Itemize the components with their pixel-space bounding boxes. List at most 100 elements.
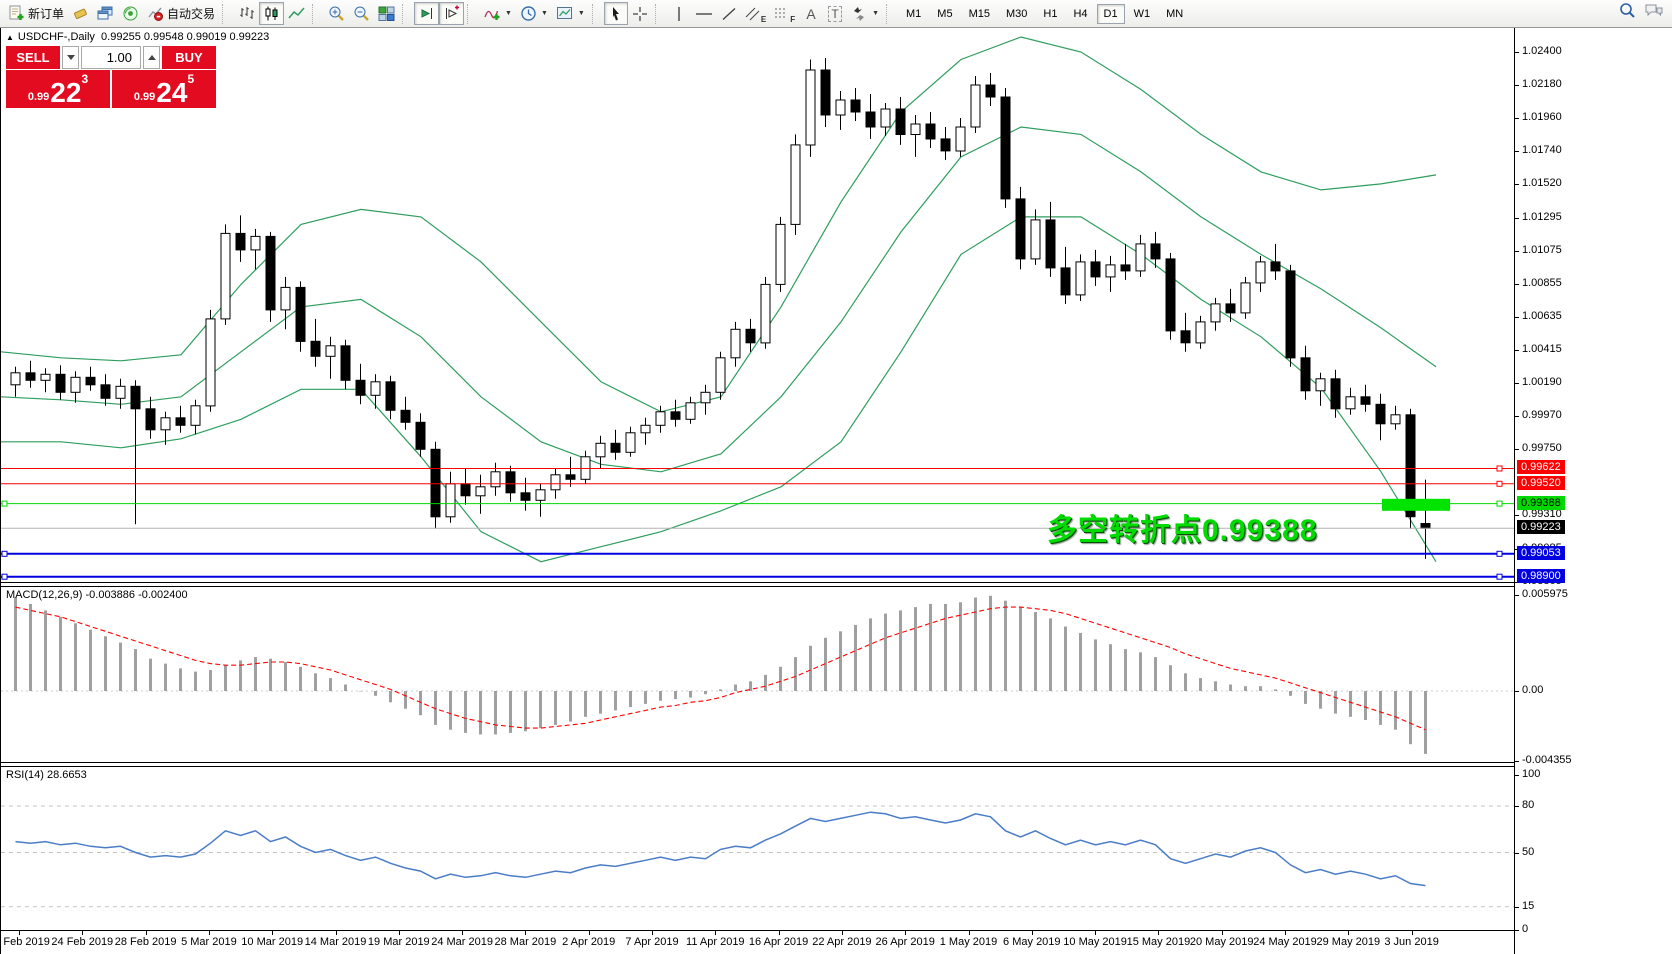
axis-tick-label: 100: [1522, 768, 1541, 780]
axis-tick: [1515, 775, 1519, 776]
sell-price-button[interactable]: 0.99 22 3: [6, 70, 110, 108]
bar-chart-button[interactable]: [234, 2, 259, 25]
sell-button[interactable]: SELL: [6, 46, 60, 69]
crosshair-icon: [632, 6, 647, 21]
pane-separator[interactable]: [1, 582, 1672, 587]
windows-button[interactable]: [93, 2, 118, 25]
trendline-tool-button[interactable]: [717, 2, 741, 25]
date-tick: [272, 931, 274, 935]
line-handle[interactable]: [1, 573, 8, 580]
price-tag: 0.99223: [1517, 520, 1565, 535]
date-label: 1 May 2019: [939, 936, 998, 948]
new-order-button[interactable]: 新订单: [4, 2, 68, 25]
date-tick: [1031, 931, 1033, 935]
date-tick: [968, 931, 970, 935]
line-handle[interactable]: [1496, 550, 1503, 557]
timeframe-w1-button[interactable]: W1: [1127, 4, 1158, 24]
pivot-highlight-bar[interactable]: [1382, 498, 1450, 511]
collapse-arrow-icon[interactable]: ▲: [6, 33, 14, 42]
chart-shift-icon: [446, 5, 460, 19]
templates-button[interactable]: ▼: [552, 2, 589, 25]
timeframe-m15-button[interactable]: M15: [962, 4, 997, 24]
clock-icon: [521, 6, 536, 21]
arrows-tool-button[interactable]: ▼: [847, 2, 883, 25]
timeframe-m1-button[interactable]: M1: [899, 4, 928, 24]
line-handle[interactable]: [1, 500, 8, 507]
price-tag: 0.99622: [1517, 460, 1565, 475]
date-label: 29 May 2019: [1316, 936, 1381, 948]
volume-increase-button[interactable]: [143, 46, 160, 69]
fibonacci-tool-button[interactable]: F: [770, 2, 799, 25]
rsi-pane[interactable]: [1, 766, 1514, 930]
axis-tick: [1515, 383, 1519, 385]
timeframe-h1-button[interactable]: H1: [1036, 4, 1064, 24]
macd-pane[interactable]: [1, 586, 1514, 762]
search-icon[interactable]: [1619, 2, 1636, 19]
axis-tick: [1515, 183, 1519, 185]
main-toolbar: 新订单 自动交易: [0, 0, 1672, 28]
text-tool-button[interactable]: A: [799, 2, 823, 25]
date-label: 10 May 2019: [1063, 936, 1127, 948]
pivot-annotation-text[interactable]: 多空转折点0.99388: [1047, 514, 1318, 547]
line-handle[interactable]: [1, 550, 8, 557]
line-handle[interactable]: [1496, 500, 1503, 507]
timeframe-mn-button[interactable]: MN: [1159, 4, 1190, 24]
horizontal-line-tool-button[interactable]: [691, 2, 717, 25]
axis-tick: [1515, 761, 1519, 763]
price-tag: 0.99520: [1517, 475, 1565, 490]
line-chart-icon: [288, 7, 305, 19]
zoom-out-button[interactable]: [349, 2, 374, 25]
line-handle[interactable]: [1496, 573, 1503, 580]
eraser-button[interactable]: [68, 2, 93, 25]
price-pane[interactable]: [1, 28, 1514, 582]
indicators-button[interactable]: ▼: [479, 2, 516, 25]
buy-button[interactable]: BUY: [162, 46, 216, 69]
sell-price-big: 22: [50, 76, 82, 108]
buy-price-prefix: 0.99: [133, 91, 156, 103]
pane-separator[interactable]: [1, 762, 1672, 767]
buy-price-big: 24: [156, 76, 188, 108]
timeframe-h4-button[interactable]: H4: [1066, 4, 1094, 24]
tile-windows-button[interactable]: [374, 2, 399, 25]
date-tick: [1285, 931, 1286, 935]
line-handle[interactable]: [1496, 480, 1503, 487]
timeframe-m5-button[interactable]: M5: [930, 4, 959, 24]
zoom-in-button[interactable]: [324, 2, 349, 25]
axis-tick-label: 0.99310: [1522, 508, 1562, 521]
chart-window[interactable]: ▲ USDCHF-,Daily 0.99255 0.99548 0.99019 0…: [0, 28, 1672, 954]
cursor-tool-button[interactable]: [603, 2, 628, 25]
autotrading-button[interactable]: 自动交易: [143, 2, 219, 25]
toolbar-separator: [312, 3, 320, 24]
vertical-line-tool-button[interactable]: [667, 2, 691, 25]
periods-button[interactable]: ▼: [516, 2, 552, 25]
volume-decrease-button[interactable]: [62, 46, 79, 69]
toolbar-separator: [654, 3, 663, 24]
bollinger-middle-band: [1, 126, 1437, 473]
text-label-tool-button[interactable]: T: [823, 2, 847, 25]
chart-shift-button[interactable]: [439, 2, 465, 25]
date-tick: [525, 931, 527, 935]
axis-tick-label: 1.00635: [1522, 309, 1562, 322]
date-tick: [905, 931, 907, 935]
date-label: 10 Mar 2019: [241, 936, 304, 948]
volume-input[interactable]: [81, 46, 141, 69]
buy-price-button[interactable]: 0.99 24 5: [112, 70, 216, 108]
timeframe-d1-button[interactable]: D1: [1096, 3, 1125, 24]
chat-icon[interactable]: [1644, 2, 1664, 19]
arrows-icon: [854, 6, 865, 21]
crosshair-tool-button[interactable]: [628, 2, 652, 25]
line-handle[interactable]: [1496, 465, 1503, 472]
candlestick-chart-button[interactable]: [259, 2, 285, 25]
auto-scroll-button[interactable]: [414, 2, 440, 25]
date-label: 16 Apr 2019: [748, 936, 809, 948]
signal-button[interactable]: [118, 2, 143, 25]
equidistant-channel-tool-button[interactable]: E: [741, 2, 770, 25]
line-chart-button[interactable]: [284, 2, 309, 25]
timeframe-m30-button[interactable]: M30: [999, 4, 1034, 24]
bollinger-upper-band: [1, 36, 1437, 413]
price-tag: 0.99388: [1517, 495, 1565, 510]
price-axis[interactable]: 1.02400 1.02180 1.01960 1.01740 1.01520 1.012…: [1514, 28, 1672, 954]
axis-tick-label: 0.99970: [1522, 409, 1562, 422]
date-tick: [1221, 931, 1223, 935]
